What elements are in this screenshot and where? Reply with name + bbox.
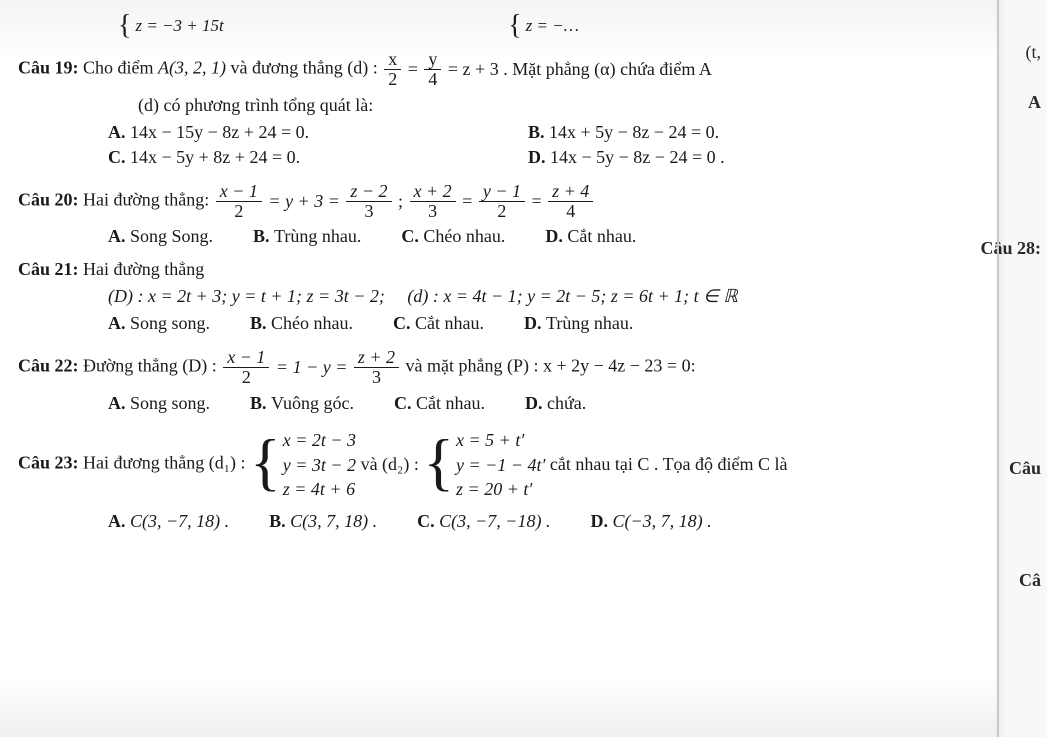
q19-line2: (d) có phương trình tổng quát là: [18, 95, 1031, 116]
margin-note-cau: Câu [1009, 458, 1041, 479]
q23-stem: Câu 23: Hai đương thẳng (d₁) : { x = 2t … [18, 428, 1031, 501]
q22-optC: Cắt nhau. [416, 393, 485, 413]
q21-eqs: (D) : x = 2t + 3; y = t + 1; z = 3t − 2;… [18, 286, 1031, 307]
q19-row1: A. 14x − 15y − 8z + 24 = 0. B. 14x + 5y … [108, 122, 1031, 143]
q23-mid: và (d₂) : [361, 454, 424, 474]
q22-opts: A. Song song. B. Vuông góc. C. Cắt nhau.… [108, 393, 1031, 414]
q22-optB: Vuông góc. [271, 393, 354, 413]
q23-optD: C(−3, 7, 18) . [612, 511, 711, 531]
q19-tail: = z + 3 . Mặt phẳng (α) chứa điểm A [448, 59, 712, 79]
q20-optA: Song Song. [130, 226, 213, 246]
q19-stem: Câu 19: Cho điểm A(3, 2, 1) và đương thẳ… [18, 50, 1031, 89]
q21-D: (D) : x = 2t + 3; y = t + 1; z = 3t − 2; [108, 286, 385, 306]
q21-d: (d) : x = 4t − 1; y = 2t − 5; z = 6t + 1… [407, 286, 737, 306]
top-fragment: { z = −3 + 15t { z = −… [18, 14, 1031, 36]
q19-optB: 14x + 5y − 8z − 24 = 0. [549, 122, 719, 142]
q22-label: Câu 22: [18, 356, 79, 376]
q21-label: Câu 21: [18, 259, 79, 279]
q23-optB: C(3, 7, 18) . [290, 511, 377, 531]
q20-stem: Câu 20: Hai đường thẳng: x − 12 = y + 3 … [18, 182, 1031, 221]
q23-label: Câu 23: [18, 453, 79, 473]
q20-opts: A. Song Song. B. Trùng nhau. C. Chéo nha… [108, 226, 1031, 247]
margin-note-t: (t, [1026, 42, 1042, 63]
q19-optC: 14x − 5y + 8z + 24 = 0. [130, 147, 300, 167]
q23-sys1: { x = 2t − 3 y = 3t − 2 z = 4t + 6 [250, 428, 356, 501]
margin-note-ca: Câ [1019, 570, 1041, 591]
q21-text: Hai đường thẳng [83, 259, 204, 279]
q19-point: A(3, 2, 1) [158, 57, 226, 77]
q19-label: Câu 19: [18, 57, 79, 77]
q23-opts: A. C(3, −7, 18) . B. C(3, 7, 18) . C. C(… [108, 511, 1031, 532]
q19-text-b: và đương thẳng (d) : [231, 57, 378, 77]
q21-optB: Chéo nhau. [271, 313, 353, 333]
q20-text: Hai đường thẳng: [83, 189, 209, 209]
q20-optC: Chéo nhau. [423, 226, 505, 246]
q23-text-a: Hai đương thẳng (d₁) : [83, 453, 246, 473]
q21-optA: Song song. [130, 313, 210, 333]
q21-optD: Trùng nhau. [546, 313, 633, 333]
q22-stem: Câu 22: Đường thẳng (D) : x − 12 = 1 − y… [18, 348, 1031, 387]
q22-optD: chứa. [547, 393, 586, 413]
top-fragment-right: z = −… [526, 16, 579, 36]
q21-stem: Câu 21: Hai đường thẳng [18, 259, 1031, 280]
q21-optC: Cắt nhau. [415, 313, 484, 333]
margin-note-A: A [1028, 92, 1041, 113]
q20-optD: Cắt nhau. [567, 226, 636, 246]
q19-optA: 14x − 15y − 8z + 24 = 0. [130, 122, 309, 142]
q23-text-b: cắt nhau tại C . Tọa độ điểm C là [550, 454, 788, 474]
q23-optA: C(3, −7, 18) . [130, 511, 229, 531]
q20-label: Câu 20: [18, 189, 79, 209]
margin-note-cau28: Câu 28: [980, 238, 1041, 259]
q19-row2: C. 14x − 5y + 8z + 24 = 0. D. 14x − 5y −… [108, 147, 1031, 168]
q22-optA: Song song. [130, 393, 210, 413]
q19-text-a: Cho điểm [83, 57, 158, 77]
q19-optD: 14x − 5y − 8z − 24 = 0 . [550, 147, 725, 167]
top-fragment-left: z = −3 + 15t [135, 16, 223, 36]
q23-optC: C(3, −7, −18) . [439, 511, 550, 531]
q22-text-b: và mặt phẳng (P) : x + 2y − 4z − 23 = 0: [406, 356, 696, 376]
q21-opts: A. Song song. B. Chéo nhau. C. Cắt nhau.… [108, 313, 1031, 334]
q23-sys2: { x = 5 + t′ y = −1 − 4t′ z = 20 + t′ [423, 428, 545, 501]
exam-page: (t, A Câu 28: Câu Câ { z = −3 + 15t { z … [0, 0, 1047, 737]
q22-text-a: Đường thẳng (D) : [83, 356, 217, 376]
q20-optB: Trùng nhau. [274, 226, 361, 246]
